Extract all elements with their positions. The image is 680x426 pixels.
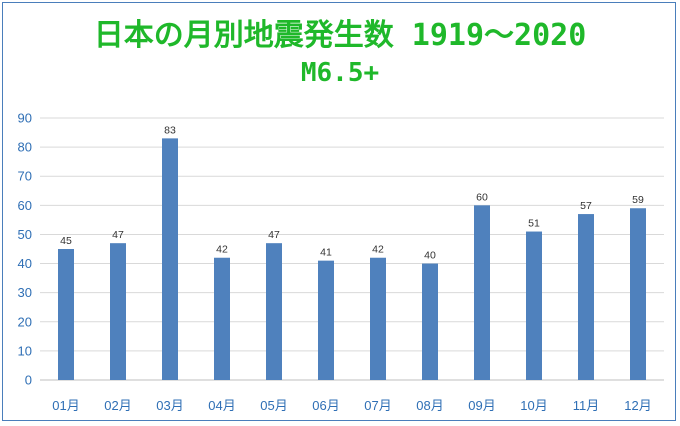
bar [578, 214, 594, 380]
bar [630, 208, 646, 380]
x-tick-label: 11月 [573, 398, 600, 413]
x-tick-label: 08月 [416, 398, 443, 413]
chart-title: 日本の月別地震発生数 1919～2020 [93, 18, 587, 53]
y-tick-label: 40 [18, 256, 32, 271]
x-tick-label: 09月 [468, 398, 495, 413]
bar [422, 263, 438, 380]
data-label: 60 [476, 191, 488, 203]
x-tick-label: 05月 [260, 398, 287, 413]
y-tick-label: 80 [18, 140, 32, 155]
y-tick-label: 30 [18, 285, 32, 300]
data-label: 47 [112, 229, 124, 241]
y-tick-label: 50 [18, 227, 32, 242]
y-tick-label: 0 [25, 373, 32, 388]
y-tick-label: 70 [18, 169, 32, 184]
x-tick-label: 06月 [312, 398, 339, 413]
data-label: 51 [528, 218, 540, 230]
data-label: 40 [424, 250, 436, 262]
data-label: 45 [60, 235, 72, 247]
bar [162, 138, 178, 380]
bar [214, 257, 230, 380]
data-label: 59 [632, 194, 644, 206]
bar [370, 257, 386, 380]
bar [266, 243, 282, 380]
x-tick-label: 10月 [520, 398, 547, 413]
y-tick-label: 20 [18, 314, 32, 329]
bar [474, 205, 490, 380]
data-labels: 45 47 83 42 47 41 42 40 60 51 57 59 [60, 124, 644, 261]
bar [110, 243, 126, 380]
x-tick-label: 12月 [624, 398, 651, 413]
data-label: 83 [164, 124, 176, 136]
bar [318, 260, 334, 380]
x-tick-label: 03月 [156, 398, 183, 413]
gridlines [40, 117, 664, 381]
y-tick-label: 10 [18, 343, 32, 358]
x-tick-label: 07月 [364, 398, 391, 413]
data-label: 47 [268, 229, 280, 241]
y-axis-ticks: 0 10 20 30 40 50 60 70 80 90 [18, 111, 32, 388]
data-label: 42 [216, 244, 228, 256]
bar [58, 249, 74, 380]
bar [526, 231, 542, 380]
x-tick-label: 02月 [104, 398, 131, 413]
data-label: 42 [372, 244, 384, 256]
bars [58, 138, 646, 380]
data-label: 57 [580, 200, 592, 212]
x-tick-label: 01月 [52, 398, 79, 413]
y-tick-label: 60 [18, 198, 32, 213]
x-tick-label: 04月 [208, 398, 235, 413]
data-label: 41 [320, 247, 332, 259]
x-axis-ticks: 01月 02月 03月 04月 05月 06月 07月 08月 09月 10月 11月 12月 [52, 398, 651, 413]
chart-subtitle: M6.5+ [300, 58, 380, 88]
y-tick-label: 90 [18, 111, 32, 126]
